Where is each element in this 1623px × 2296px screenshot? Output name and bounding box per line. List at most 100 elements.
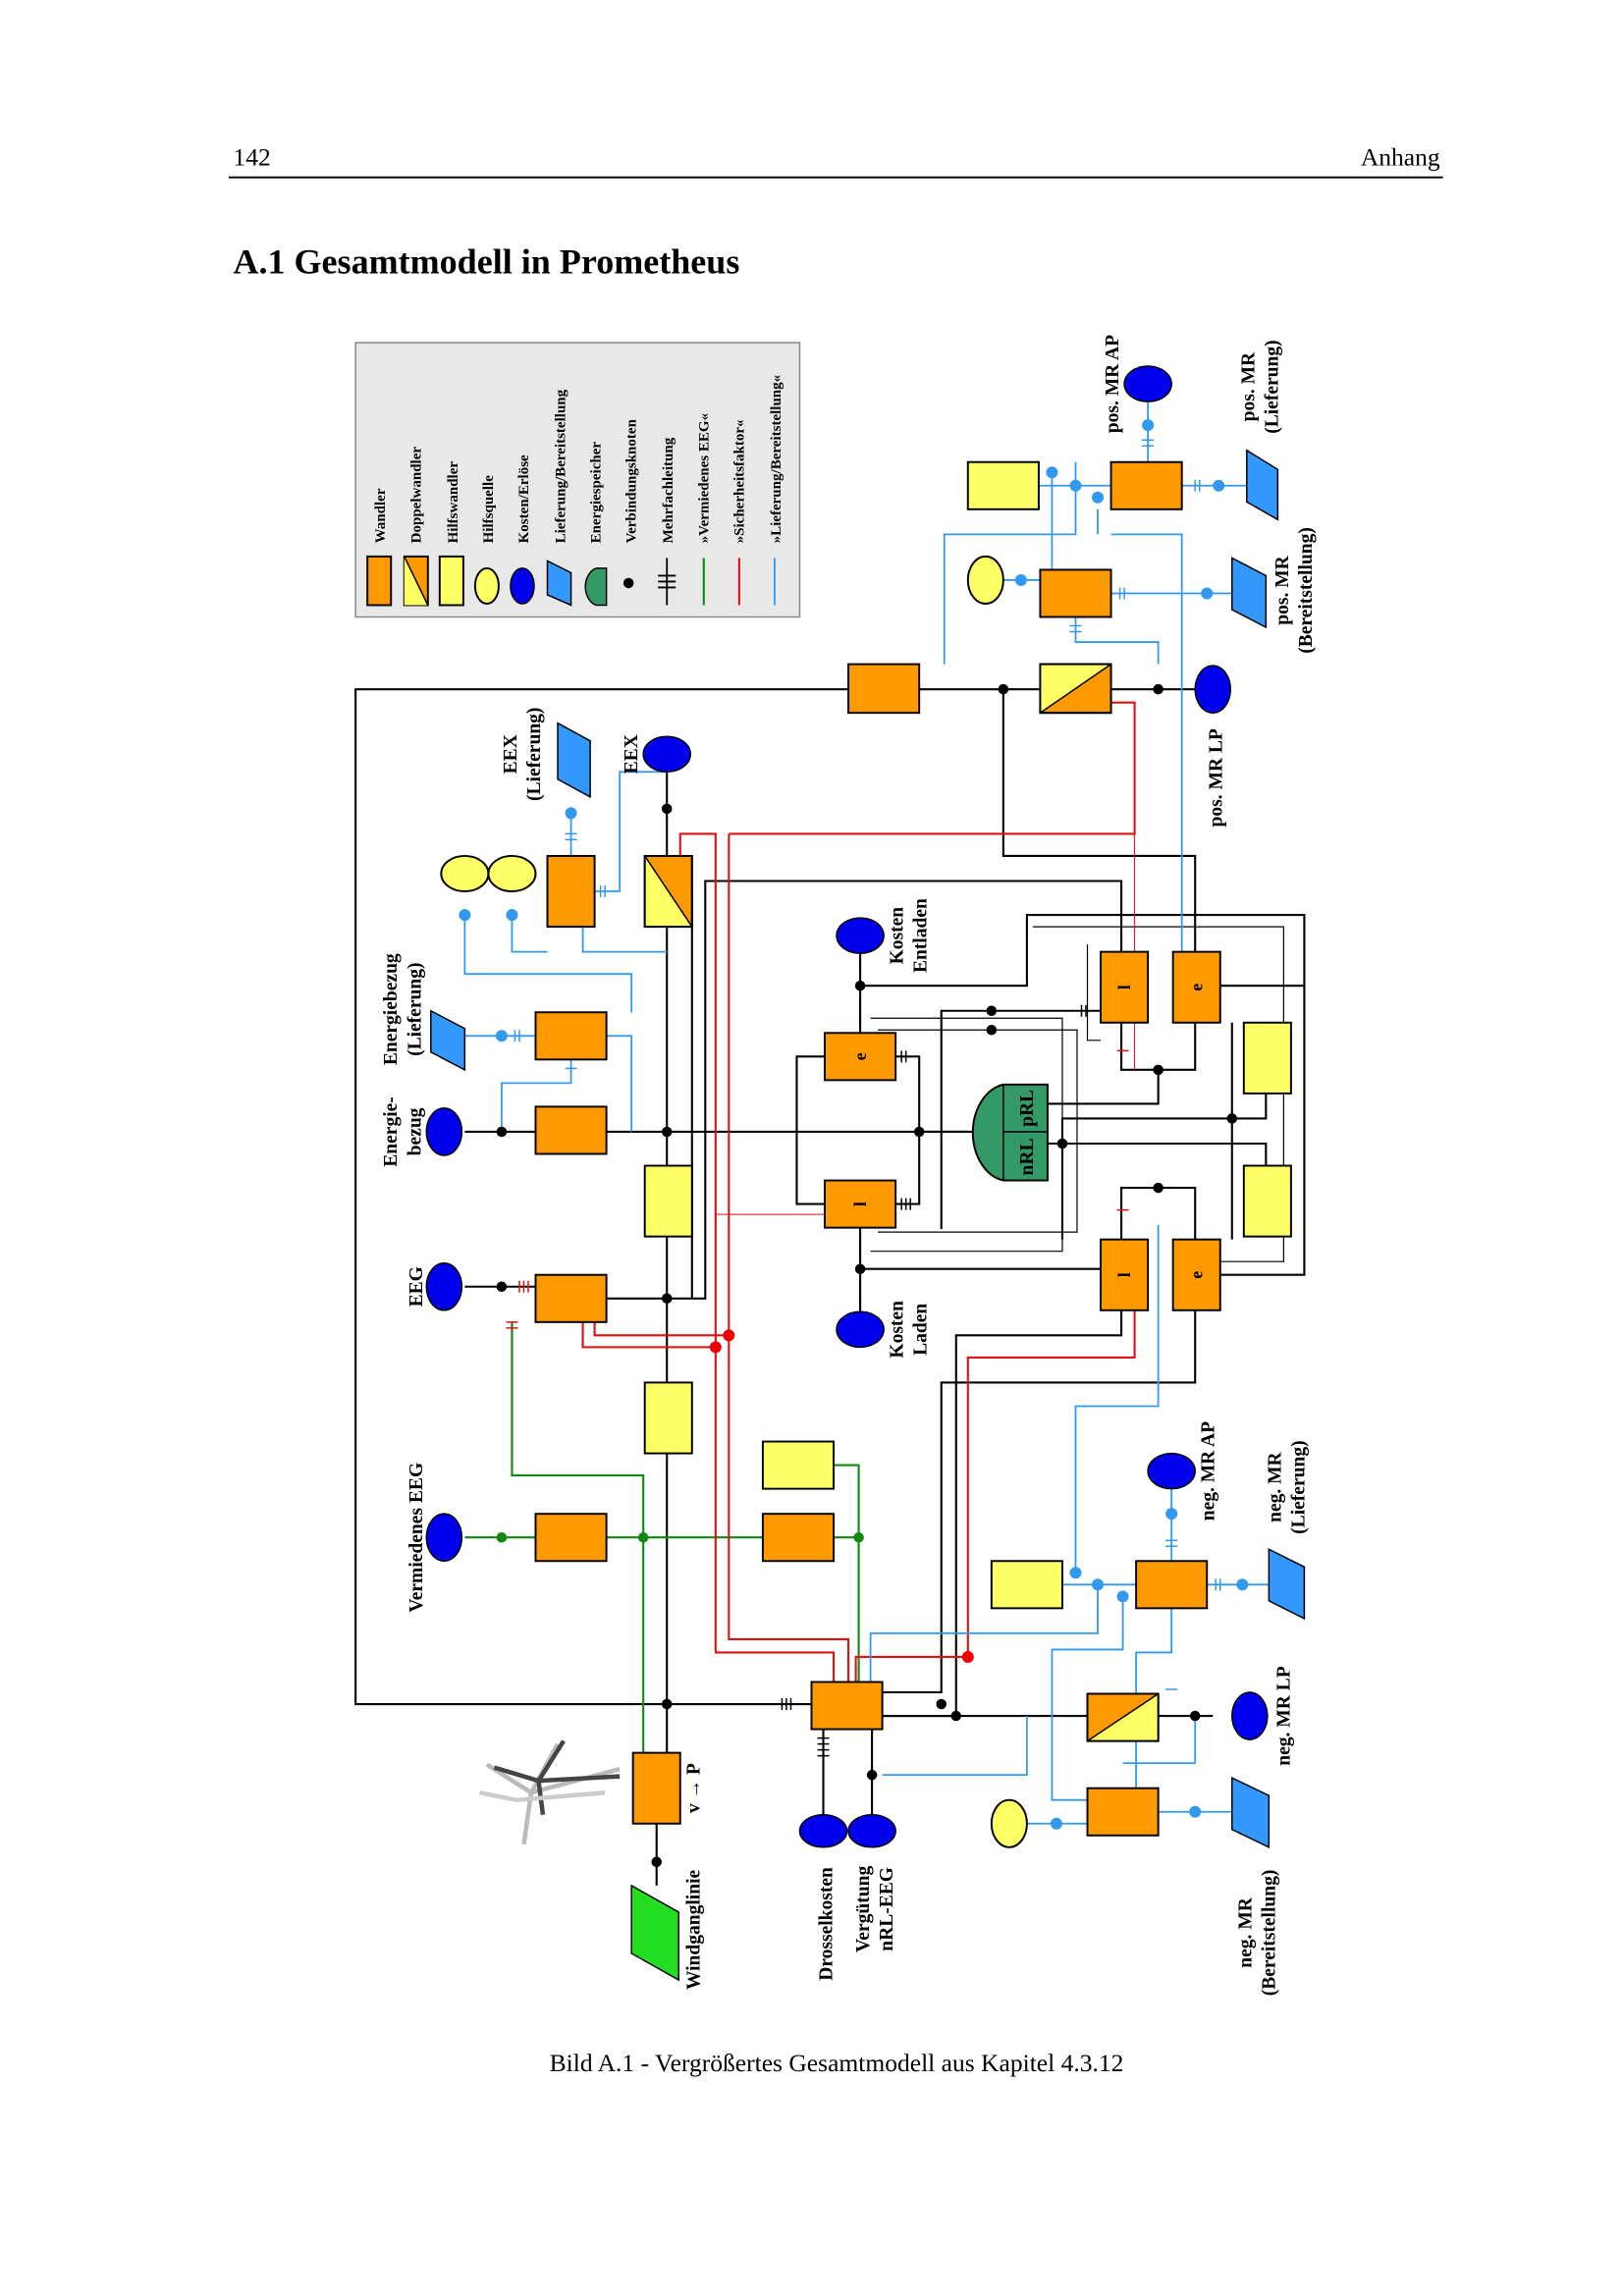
legend-label: Lieferung/Bereitstellung xyxy=(554,389,569,543)
wandler-box xyxy=(1086,1787,1160,1837)
neg-mr-bereitstellung-node xyxy=(1231,1776,1271,1848)
wandler-box xyxy=(847,663,921,715)
windganglinie-node xyxy=(630,1884,680,1982)
legend-label: Hilfswandler xyxy=(446,461,461,544)
verguetung-label: Vergütung xyxy=(853,1866,874,1952)
entladen-box xyxy=(824,1032,897,1082)
hilfswandler-box xyxy=(1242,1021,1292,1095)
hilfsquelle-node xyxy=(990,1798,1028,1848)
diagram-labels: pos. MR AP pos. MR (Lieferung) pos. MR (… xyxy=(381,335,1317,1996)
legend-label: »Lieferung/Bereitstellung« xyxy=(769,375,784,544)
legend-label: Doppelwandler xyxy=(408,447,424,544)
wandler-box xyxy=(546,854,596,929)
eex-lieferung-node xyxy=(557,721,591,799)
energiebezug-lieferung-node xyxy=(430,1009,466,1072)
doppelwandler-box xyxy=(1086,1692,1160,1742)
kosten-laden-node xyxy=(836,1310,885,1349)
legend-knoten-symbol xyxy=(622,577,634,589)
speicher-nrl-label: nRL xyxy=(1017,1139,1038,1176)
pos-mr-bereitstellung-label: pos. MR xyxy=(1272,555,1293,624)
energiespeicher-node: pRL nRL xyxy=(971,1083,1049,1182)
pos-mr-lp-node xyxy=(1194,665,1232,714)
kosten-laden-label: Laden xyxy=(911,1304,932,1356)
pos-mr-ap-label: pos. MR AP xyxy=(1103,335,1123,433)
neg-mr-lieferung-label: (Lieferung) xyxy=(1288,1440,1309,1533)
wandler-box xyxy=(810,1681,884,1731)
doppelwandler-box xyxy=(1039,663,1112,715)
doppelwandler-box xyxy=(643,854,693,929)
laden-box xyxy=(824,1179,897,1229)
verguetung-node xyxy=(847,1813,896,1848)
connections xyxy=(354,401,1306,1886)
energiebezug-label: bezug xyxy=(405,1107,425,1155)
entladen-box xyxy=(1171,950,1221,1024)
pos-mr-lieferung-label: pos. MR xyxy=(1238,351,1259,421)
legend-label: »Vermiedenes EEG« xyxy=(696,413,712,544)
energiebezug-lieferung-label: Energiebezug xyxy=(381,953,402,1065)
box-label: e xyxy=(850,1052,870,1060)
legend-hilfswandler-symbol xyxy=(438,555,464,607)
legend-label: Energiespeicher xyxy=(589,442,605,544)
neg-mr-lp-label: neg. MR LP xyxy=(1273,1666,1294,1765)
wind-turbine-icon xyxy=(478,1739,621,1845)
eeg-node xyxy=(425,1261,463,1311)
neg-mr-ap-node xyxy=(1147,1452,1196,1490)
wandler-box xyxy=(534,1011,608,1061)
vermiedenes-eeg-label: Vermiedenes EEG xyxy=(406,1463,427,1613)
hilfsquelle-node xyxy=(966,555,1004,605)
energiebezug-label: Energie- xyxy=(381,1096,402,1167)
legend: Wandler Doppelwandler Hilfswandler Hilfs… xyxy=(354,342,801,618)
eex-node xyxy=(642,735,692,774)
legend-hilfsquelle-symbol xyxy=(473,566,500,605)
legend-wandler-symbol xyxy=(366,555,393,607)
legend-kosten-symbol xyxy=(510,567,535,605)
pos-mr-bereitstellung-node xyxy=(1231,557,1268,629)
hilfswandler-box xyxy=(1242,1164,1292,1238)
diagram: e l pRL nRL l e l e xyxy=(425,365,1306,1982)
energiebezug-node xyxy=(425,1107,463,1156)
box-label: l xyxy=(1114,985,1134,989)
legend-label: Mehrfachleitung xyxy=(661,437,676,543)
energiebezug-lieferung-label: (Lieferung) xyxy=(405,963,425,1056)
neg-mr-lp-node xyxy=(1231,1691,1269,1740)
laden-box xyxy=(1100,1238,1150,1311)
legend-label: Wandler xyxy=(373,488,389,543)
hilfswandler-box xyxy=(643,1164,693,1238)
section-title: A.1 Gesamtmodell in Prometheus xyxy=(233,241,739,281)
box-label: e xyxy=(1187,984,1207,991)
legend-label: Kosten/Erlöse xyxy=(516,454,532,543)
kosten-entladen-label: Entladen xyxy=(911,898,932,973)
box-label: e xyxy=(1187,1271,1207,1279)
box-label: l xyxy=(1114,1272,1134,1277)
hilfswandler-box xyxy=(643,1381,693,1455)
wandler-box xyxy=(534,1273,608,1323)
eex-lieferung-label: EEX xyxy=(501,734,521,774)
neg-mr-lieferung-label: neg. MR xyxy=(1265,1451,1285,1522)
hilfsquelle-node xyxy=(440,854,490,893)
laden-box xyxy=(1100,950,1150,1024)
hilfswandler-box xyxy=(990,1560,1063,1610)
wandler-box xyxy=(1135,1560,1209,1610)
eex-label: EEX xyxy=(622,734,642,774)
wind-converter-box xyxy=(631,1751,681,1825)
legend-lieferung-symbol xyxy=(546,560,572,607)
neg-mr-ap-label: neg. MR AP xyxy=(1199,1421,1219,1521)
hilfswandler-box xyxy=(761,1440,836,1490)
speicher-prl-label: pRL xyxy=(1017,1090,1038,1127)
entladen-box xyxy=(1171,1238,1221,1311)
neg-mr-bereitstellung-label: (Bereitstellung) xyxy=(1259,1870,1279,1997)
legend-label: Verbindungsknoten xyxy=(624,418,640,543)
eeg-label: EEG xyxy=(406,1266,427,1307)
neg-mr-lieferung-node xyxy=(1268,1548,1306,1621)
pos-mr-bereitstellung-label: (Bereitstellung) xyxy=(1296,527,1317,654)
wandler-box xyxy=(1109,460,1183,510)
kosten-entladen-node xyxy=(836,917,885,954)
drosselkosten-label: Drosselkosten xyxy=(817,1867,838,1981)
legend-label: »Sicherheitsfaktor« xyxy=(731,419,747,543)
chapter-title: Anhang xyxy=(1361,143,1440,172)
pos-mr-ap-node xyxy=(1123,365,1172,402)
figure-caption: Bild A.1 - Vergrößertes Gesamtmodell aus… xyxy=(550,2049,1124,2077)
verguetung-label: nRL-EEG xyxy=(877,1867,897,1951)
box-label: l xyxy=(850,1201,870,1206)
wandler-box xyxy=(761,1513,836,1563)
